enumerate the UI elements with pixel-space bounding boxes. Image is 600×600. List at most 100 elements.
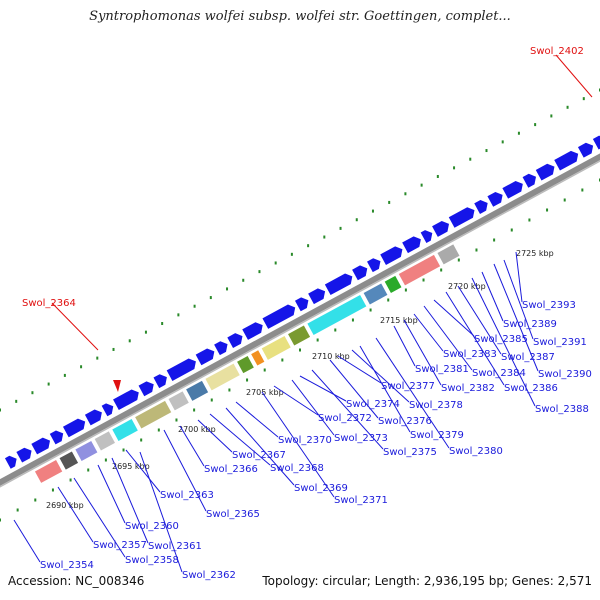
gene-label[interactable]: Swol_2389 [503,319,557,330]
gene-label[interactable]: Swol_2362 [182,570,236,581]
forward-gene-arrow-icon [138,381,154,397]
gene-label[interactable]: Swol_2365 [206,509,260,520]
gene-leader-line [73,477,126,558]
gene-leader-line [139,451,183,573]
guide-dot [371,209,374,213]
gene-label[interactable]: Swol_2381 [415,364,469,375]
guide-dot [550,114,553,118]
gene-leader-line [337,355,382,384]
gene-leader-line [311,369,384,450]
guide-dot [323,235,326,239]
gene-label[interactable]: Swol_2391 [533,337,587,348]
forward-gene-arrow-icon [402,236,421,254]
gene-label[interactable]: Swol_2378 [409,400,463,411]
gene-label[interactable]: Swol_2361 [148,541,202,552]
gene-label[interactable]: Swol_2380 [449,446,503,457]
gene-label[interactable]: Swol_2357 [93,540,147,551]
inner-gene-block [59,451,79,470]
guide-dot [177,313,180,317]
gene-label[interactable]: Swol_2368 [270,463,324,474]
gene-label[interactable]: Swol_2367 [232,450,286,461]
gene-label[interactable]: Swol_2383 [443,349,497,360]
gene-label[interactable]: Swol_2384 [472,368,526,379]
gene-leader-line [299,375,347,402]
guide-dot [228,388,231,392]
forward-gene-arrow-icon [294,297,309,312]
forward-gene-arrow-icon [166,358,196,381]
gene-label[interactable]: Swol_2374 [346,399,400,410]
guide-dot [87,468,90,472]
guide-dot [528,218,531,222]
gene-label[interactable]: Swol_2372 [318,413,372,424]
gene-label[interactable]: Swol_2387 [501,352,555,363]
gene-leader-line [57,486,94,543]
forward-gene-arrow-icon [214,341,228,356]
gene-label[interactable]: Swol_2373 [334,433,388,444]
forward-gene-arrow-icon [62,418,86,438]
highlight-label-swol-2364[interactable]: Swol_2364 [22,298,76,309]
highlight-label-swol-2402[interactable]: Swol_2402 [530,46,584,57]
gene-label[interactable]: Swol_2375 [383,447,437,458]
guide-dot [422,278,425,282]
gene-label[interactable]: Swol_2354 [40,560,94,571]
scale-label: 2715 kbp [380,316,418,325]
inner-gene-block [261,335,291,360]
inner-gene-block [398,254,441,286]
forward-gene-arrow-icon [535,163,555,181]
guide-dot [80,365,83,369]
gene-label[interactable]: Swol_2393 [522,300,576,311]
guide-dot [388,200,391,204]
forward-gene-arrow-icon [367,258,381,273]
gene-label[interactable]: Swol_2382 [441,383,495,394]
guide-dot [0,408,1,412]
gene-leader-line [111,457,149,544]
guide-dot [157,428,160,432]
forward-gene-arrow-icon [31,437,51,455]
guide-dot [334,328,337,332]
forward-gene-arrow-icon [4,455,17,469]
inner-gene-block [384,275,402,294]
gene-label[interactable]: Swol_2363 [160,490,214,501]
guide-dot [140,438,143,442]
forward-gene-arrow-icon [153,374,167,389]
guide-dot [96,356,99,360]
gene-leader-line [97,464,126,524]
gene-leader-line [273,385,319,416]
gene-label[interactable]: Swol_2377 [381,381,435,392]
gene-label[interactable]: Swol_2376 [378,416,432,427]
accession-text: Accession: NC_008346 [8,574,145,588]
guide-dot [15,399,18,403]
guide-dot [517,131,520,135]
guide-dot [534,123,537,127]
guide-dot [34,498,37,502]
inner-gene-block [363,283,388,305]
scale-label: 2720 kbp [448,282,486,291]
gene-label[interactable]: Swol_2385 [474,334,528,345]
gene-label[interactable]: Swol_2370 [278,435,332,446]
guide-dot [51,488,54,492]
guide-dot [355,218,358,222]
guide-dot [16,508,19,512]
guide-dot [0,518,1,522]
guide-dot [161,322,164,326]
inner-gene-block [112,419,138,441]
gene-label[interactable]: Swol_2366 [204,464,258,475]
forward-gene-arrow-icon [262,304,296,329]
gene-label[interactable]: Swol_2358 [125,555,179,566]
guide-dot [242,278,245,282]
gene-leader-line [125,449,161,493]
gene-leader-line [351,349,410,403]
gene-label[interactable]: Swol_2371 [334,495,388,506]
highlight-leader-line [555,54,593,98]
genome-summary-text: Topology: circular; Length: 2,936,195 bp… [262,574,592,588]
gene-label[interactable]: Swol_2390 [538,369,592,380]
gene-label[interactable]: Swol_2360 [125,521,179,532]
inner-gene-block [288,325,311,346]
gene-label[interactable]: Swol_2388 [535,404,589,415]
gene-label[interactable]: Swol_2379 [410,430,464,441]
gene-label[interactable]: Swol_2386 [504,383,558,394]
guide-dot [69,478,72,482]
forward-strand-genes [4,135,600,469]
gene-label[interactable]: Swol_2369 [294,483,348,494]
gene-leader-line [413,313,444,352]
